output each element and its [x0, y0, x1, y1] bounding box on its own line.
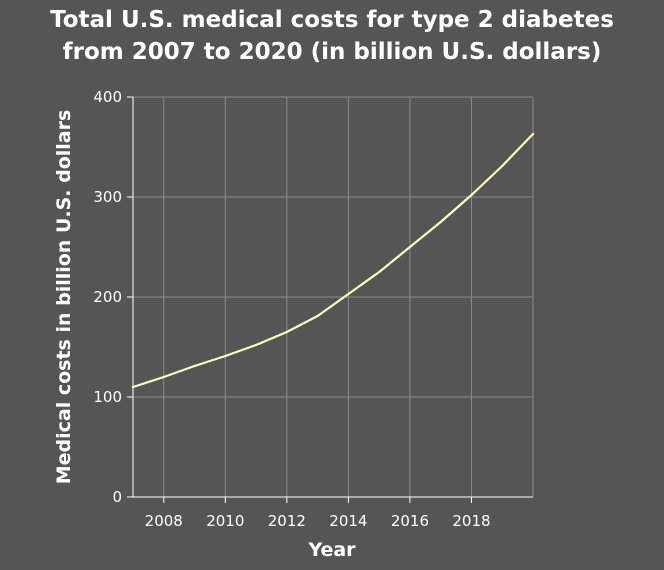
data-point-2009	[193, 365, 195, 367]
grid-lines	[133, 97, 533, 497]
data-point-2010	[224, 355, 226, 357]
data-series	[132, 133, 534, 388]
x-tick-label-5: 2018	[452, 512, 490, 530]
data-point-2020	[532, 133, 534, 135]
y-tick-label-2: 200	[93, 288, 122, 306]
y-tick-label-0: 0	[112, 488, 122, 506]
data-point-2014	[347, 293, 349, 295]
x-tick-label-3: 2014	[329, 512, 367, 530]
axes	[127, 97, 533, 503]
data-point-2012	[286, 331, 288, 333]
y-tick-label-4: 400	[93, 88, 122, 106]
data-point-2015	[378, 271, 380, 273]
data-point-2007	[132, 386, 134, 388]
x-tick-labels: 2008 2010 2012 2014 2016 2018	[145, 512, 491, 530]
chart-title-line-1: Total U.S. medical costs for type 2 diab…	[50, 7, 614, 33]
x-tick-label-4: 2016	[391, 512, 429, 530]
y-tick-label-3: 300	[93, 188, 122, 206]
y-axis-label: Medical costs in billion U.S. dollars	[53, 110, 75, 485]
x-tick-label-1: 2010	[206, 512, 244, 530]
series-line-0	[133, 134, 533, 387]
data-point-2019	[501, 165, 503, 167]
data-point-2016	[409, 246, 411, 248]
x-tick-label-2: 2012	[268, 512, 306, 530]
chart-title-line-2: from 2007 to 2020 (in billion U.S. dolla…	[63, 39, 602, 65]
data-point-2011	[255, 344, 257, 346]
data-point-2013	[317, 315, 319, 317]
data-point-2017	[440, 221, 442, 223]
y-tick-labels: 0 100 200 300 400	[93, 88, 122, 506]
data-point-2008	[163, 376, 165, 378]
data-point-2018	[470, 194, 472, 196]
x-axis-label: Year	[307, 539, 356, 561]
y-tick-label-1: 100	[93, 388, 122, 406]
x-tick-label-0: 2008	[145, 512, 183, 530]
